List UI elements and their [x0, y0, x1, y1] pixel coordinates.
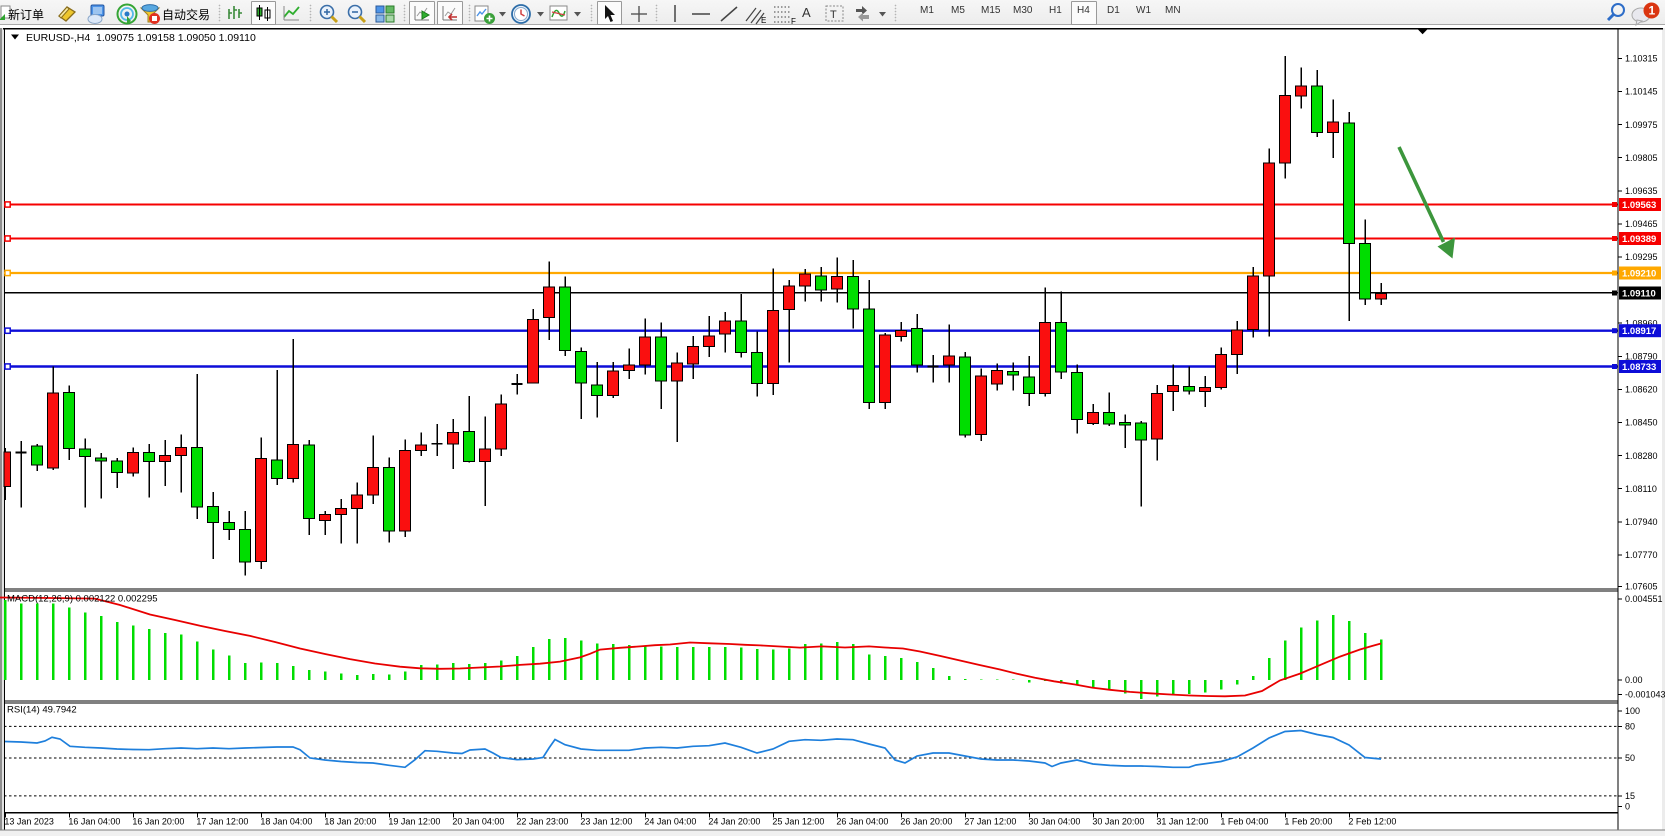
svg-text:1 Feb 20:00: 1 Feb 20:00 [1284, 817, 1332, 827]
svg-text:F: F [791, 17, 796, 26]
svg-text:1.08733: 1.08733 [1622, 362, 1656, 373]
svg-text:25 Jan 12:00: 25 Jan 12:00 [772, 817, 824, 827]
svg-text:27 Jan 12:00: 27 Jan 12:00 [964, 817, 1016, 827]
svg-text:E: E [761, 16, 766, 25]
svg-text:15: 15 [1625, 791, 1635, 801]
svg-text:1.09465: 1.09465 [1625, 219, 1658, 229]
svg-text:24 Jan 04:00: 24 Jan 04:00 [644, 817, 696, 827]
svg-text:1.08110: 1.08110 [1625, 484, 1657, 494]
svg-text:1.09635: 1.09635 [1625, 186, 1658, 196]
svg-text:T: T [830, 9, 837, 21]
svg-text:1: 1 [1649, 4, 1656, 18]
svg-text:23 Jan 12:00: 23 Jan 12:00 [580, 817, 632, 827]
svg-text:1.07940: 1.07940 [1625, 517, 1658, 527]
svg-text:RSI(14) 49.7942: RSI(14) 49.7942 [7, 705, 77, 716]
svg-text:1 Feb 04:00: 1 Feb 04:00 [1220, 817, 1268, 827]
svg-text:1.08790: 1.08790 [1625, 352, 1658, 362]
svg-text:31 Jan 12:00: 31 Jan 12:00 [1156, 817, 1208, 827]
svg-text:26 Jan 20:00: 26 Jan 20:00 [900, 817, 952, 827]
svg-text:-0.001043: -0.001043 [1625, 690, 1665, 700]
svg-text:1.09210: 1.09210 [1622, 269, 1656, 280]
svg-text:16 Jan 04:00: 16 Jan 04:00 [68, 817, 120, 827]
svg-text:1.07605: 1.07605 [1625, 582, 1658, 592]
svg-text:18 Jan 20:00: 18 Jan 20:00 [324, 817, 376, 827]
svg-text:1.07770: 1.07770 [1625, 550, 1658, 560]
svg-text:1.08960: 1.08960 [1625, 318, 1658, 328]
svg-text:19 Jan 12:00: 19 Jan 12:00 [388, 817, 440, 827]
svg-text:0.004551: 0.004551 [1625, 594, 1663, 604]
svg-text:EURUSD-,H4 1.09075 1.09158 1.: EURUSD-,H4 1.09075 1.09158 1.09050 1.091… [26, 32, 256, 44]
svg-text:22 Jan 23:00: 22 Jan 23:00 [516, 817, 568, 827]
svg-text:30 Jan 20:00: 30 Jan 20:00 [1092, 817, 1144, 827]
svg-text:1.08620: 1.08620 [1625, 385, 1658, 395]
svg-text:1.09295: 1.09295 [1625, 252, 1658, 262]
svg-text:1.09110: 1.09110 [1622, 289, 1656, 300]
svg-text:1.09975: 1.09975 [1625, 120, 1658, 130]
svg-text:1.08917: 1.08917 [1622, 326, 1656, 337]
svg-text:1.08450: 1.08450 [1625, 418, 1658, 428]
svg-text:1.08280: 1.08280 [1625, 451, 1658, 461]
svg-text:13 Jan 2023: 13 Jan 2023 [4, 817, 54, 827]
svg-text:100: 100 [1625, 706, 1640, 716]
svg-text:0: 0 [1625, 802, 1630, 812]
svg-text:20 Jan 04:00: 20 Jan 04:00 [452, 817, 504, 827]
svg-text:16 Jan 20:00: 16 Jan 20:00 [132, 817, 184, 827]
svg-text:17 Jan 12:00: 17 Jan 12:00 [196, 817, 248, 827]
svg-text:18 Jan 04:00: 18 Jan 04:00 [260, 817, 312, 827]
svg-text:1.09389: 1.09389 [1622, 234, 1656, 245]
svg-text:1.10145: 1.10145 [1625, 87, 1658, 97]
svg-text:1.10315: 1.10315 [1625, 54, 1658, 64]
svg-text:80: 80 [1625, 722, 1635, 732]
svg-text:MACD(12,26,9) 0.002122 0.00229: MACD(12,26,9) 0.002122 0.002295 [7, 594, 158, 605]
svg-text:0.00: 0.00 [1625, 675, 1643, 685]
svg-text:30 Jan 04:00: 30 Jan 04:00 [1028, 817, 1080, 827]
svg-text:1.09805: 1.09805 [1625, 153, 1658, 163]
svg-text:1.09563: 1.09563 [1622, 200, 1656, 211]
svg-text:2 Feb 12:00: 2 Feb 12:00 [1348, 817, 1396, 827]
svg-text:24 Jan 20:00: 24 Jan 20:00 [708, 817, 760, 827]
svg-text:50: 50 [1625, 753, 1635, 763]
svg-text:26 Jan 04:00: 26 Jan 04:00 [836, 817, 888, 827]
